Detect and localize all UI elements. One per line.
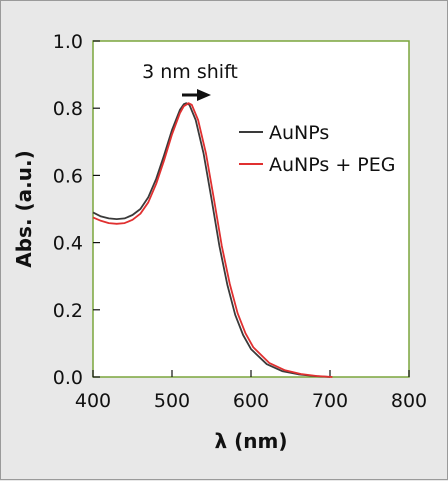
x-tick-label: 500 [154,390,190,412]
x-tick-label: 800 [391,390,427,412]
x-axis: 400 500 600 700 800 [75,370,427,412]
series-line-auNPs-peg [92,102,333,378]
y-axis: 0.0 0.2 0.4 0.6 0.8 1.0 [53,31,100,389]
x-axis-title: λ (nm) [215,429,288,453]
x-tick-label: 600 [233,390,269,412]
series-layer [92,102,333,378]
y-tick-label: 0.2 [53,300,83,322]
plot-area [92,40,410,378]
shift-annotation: 3 nm shift [142,61,238,83]
y-tick-label: 0.0 [53,367,83,389]
legend: AuNPs AuNPs + PEG [239,122,395,176]
y-tick-label: 0.6 [53,165,83,187]
shift-arrow-icon [182,89,211,101]
y-axis-title: Abs. (a.u.) [12,150,36,267]
legend-label-auNPs-peg: AuNPs + PEG [269,154,395,176]
legend-label-auNPs: AuNPs [269,122,329,144]
y-tick-label: 0.8 [53,98,83,120]
x-tick-label: 400 [75,390,111,412]
y-tick-label: 0.4 [53,233,83,255]
x-tick-label: 700 [312,390,348,412]
y-tick-label: 1.0 [53,31,83,53]
